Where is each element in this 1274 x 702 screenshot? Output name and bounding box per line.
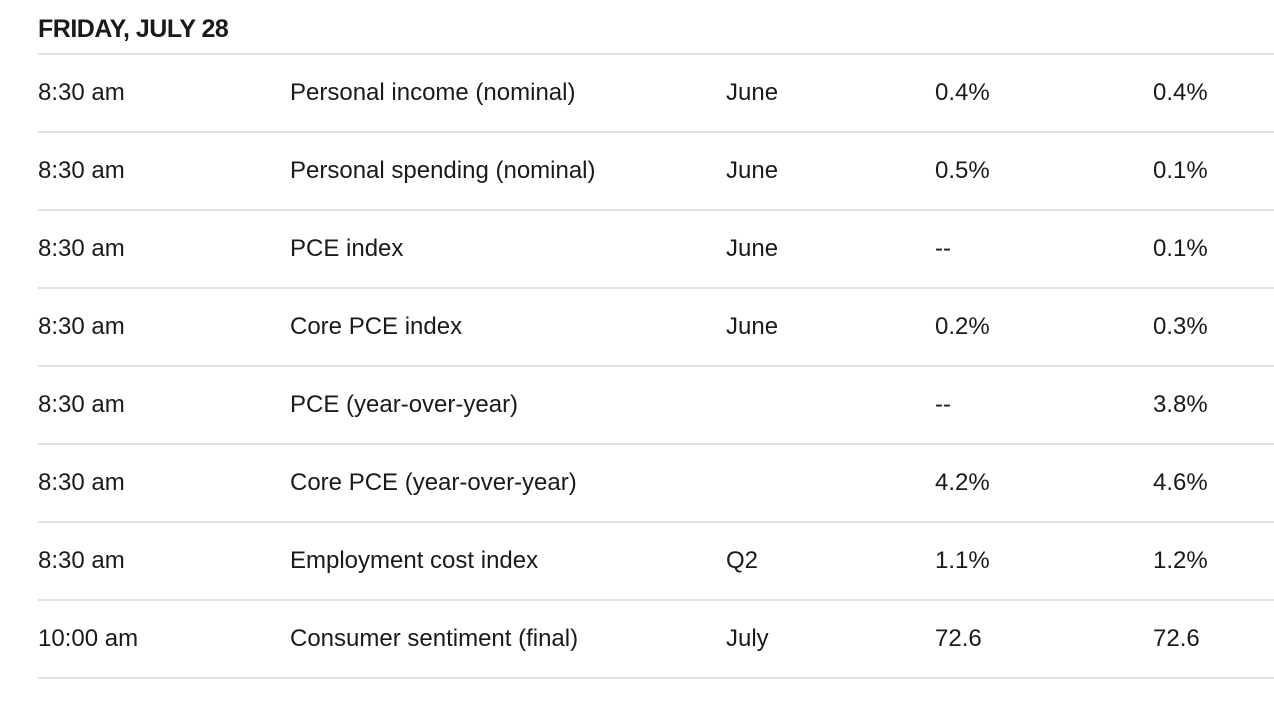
time-cell: 8:30 am [38, 469, 125, 496]
forecast-cell: 0.4% [935, 79, 990, 106]
day-heading: FRIDAY, JULY 28 [38, 15, 229, 43]
forecast-cell: 0.2% [935, 313, 990, 340]
table-row: 8:30 am Personal spending (nominal) June… [38, 133, 1274, 211]
time-cell: 8:30 am [38, 235, 125, 262]
time-cell: 8:30 am [38, 391, 125, 418]
time-cell: 8:30 am [38, 157, 125, 184]
previous-cell: 4.6% [1153, 469, 1208, 496]
report-cell: Consumer sentiment (final) [290, 625, 579, 652]
table-row: 10:00 am Consumer sentiment (final) July… [38, 601, 1274, 679]
previous-cell: 0.1% [1153, 157, 1208, 184]
time-cell: 10:00 am [38, 625, 139, 652]
previous-cell: 0.1% [1153, 235, 1208, 262]
period-cell: June [726, 235, 779, 262]
period-cell: July [726, 625, 769, 652]
table-row: 8:30 am Employment cost index Q2 1.1% 1.… [38, 523, 1274, 601]
time-cell: 8:30 am [38, 313, 125, 340]
forecast-cell: 72.6 [935, 625, 982, 652]
previous-cell: 0.4% [1153, 79, 1208, 106]
forecast-cell: -- [935, 235, 951, 262]
table-row: 8:30 am PCE index June -- 0.1% [38, 211, 1274, 289]
previous-cell: 1.2% [1153, 547, 1208, 574]
table-row: 8:30 am Core PCE index June 0.2% 0.3% [38, 289, 1274, 367]
table-row: 8:30 am Personal income (nominal) June 0… [38, 55, 1274, 133]
report-cell: Core PCE (year-over-year) [290, 469, 577, 496]
table-row: 8:30 am Core PCE (year-over-year) 4.2% 4… [38, 445, 1274, 523]
forecast-cell: -- [935, 391, 951, 418]
report-cell: Core PCE index [290, 313, 463, 340]
forecast-cell: 0.5% [935, 157, 990, 184]
time-cell: 8:30 am [38, 79, 125, 106]
report-cell: Employment cost index [290, 547, 539, 574]
forecast-cell: 4.2% [935, 469, 990, 496]
previous-cell: 0.3% [1153, 313, 1208, 340]
report-cell: Personal income (nominal) [290, 79, 576, 106]
previous-cell: 3.8% [1153, 391, 1208, 418]
period-cell: Q2 [726, 547, 759, 574]
period-cell: June [726, 157, 779, 184]
previous-cell: 72.6 [1153, 625, 1200, 652]
report-cell: Personal spending (nominal) [290, 157, 596, 184]
period-cell: June [726, 313, 779, 340]
economic-calendar: FRIDAY, JULY 28 8:30 am Personal income … [38, 15, 1274, 679]
time-cell: 8:30 am [38, 547, 125, 574]
forecast-cell: 1.1% [935, 547, 990, 574]
report-cell: PCE index [290, 235, 404, 262]
table-row: 8:30 am PCE (year-over-year) -- 3.8% [38, 367, 1274, 445]
calendar-table: 8:30 am Personal income (nominal) June 0… [38, 53, 1274, 679]
period-cell: June [726, 79, 779, 106]
report-cell: PCE (year-over-year) [290, 391, 519, 418]
